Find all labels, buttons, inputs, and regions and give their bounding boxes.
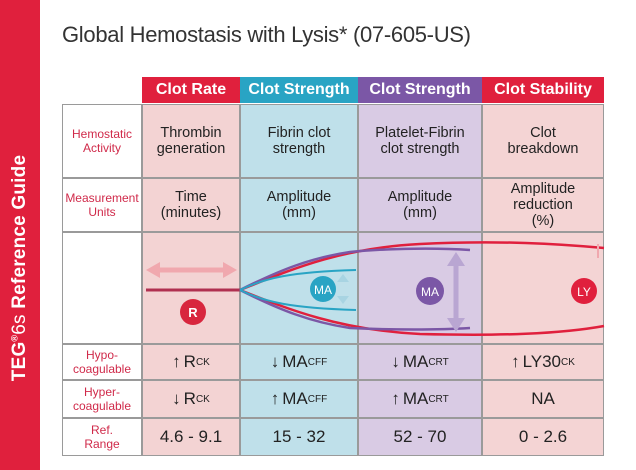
model-text: 6s <box>9 314 30 335</box>
measurement-cell-3: Amplitude (mm) <box>358 178 482 232</box>
row-label-hypo: Hypo- coagulable <box>62 344 142 380</box>
hemostatic-cell-4: Clot breakdown <box>482 104 604 178</box>
ref-cell-4: 0 - 2.6 <box>482 418 604 456</box>
hyper-main-4: NA <box>531 389 555 408</box>
up-arrow-icon: ↑ <box>511 352 520 371</box>
measurement-cell-4: Amplitude reduction (%) <box>482 178 604 232</box>
down-arrow-icon: ↓ <box>391 352 400 371</box>
hemostatic-cell-3: Platelet-Fibrin clot strength <box>358 104 482 178</box>
header-clot-rate: Clot Rate <box>142 77 240 103</box>
tracing-label-blank <box>62 232 142 344</box>
hyper-main-3: MA <box>402 389 429 408</box>
ref-cell-2: 15 - 32 <box>240 418 358 456</box>
hyper-cell-3: ↑ MA CRT <box>358 380 482 418</box>
ref-cell-1: 4.6 - 9.1 <box>142 418 240 456</box>
hypo-main-3: MA <box>402 352 429 371</box>
page-title: Global Hemostasis with Lysis* (07-605-US… <box>62 22 471 47</box>
measurement-cell-1: Time (minutes) <box>142 178 240 232</box>
row-label-ref: Ref. Range <box>62 418 142 456</box>
hypo-sub-3: CRT <box>428 356 449 368</box>
hemostatic-cell-1: Thrombin generation <box>142 104 240 178</box>
up-arrow-icon: ↑ <box>172 352 181 371</box>
down-arrow-icon: ↓ <box>172 389 181 408</box>
hyper-main-2: MA <box>282 389 308 408</box>
hyper-sub-3: CRT <box>428 393 449 405</box>
tracing-bg-3 <box>358 232 482 344</box>
measurement-cell-2: Amplitude (mm) <box>240 178 358 232</box>
hypo-cell-3: ↓ MA CRT <box>358 344 482 380</box>
hyper-cell-4: NA <box>482 380 604 418</box>
hyper-cell-2: ↑ MA CFF <box>240 380 358 418</box>
row-label-measurement: Measurement Units <box>62 178 142 232</box>
hypo-main-4: LY30 <box>522 352 562 371</box>
hypo-main-2: MA <box>282 352 308 371</box>
hypo-sub-1: CK <box>195 356 210 368</box>
up-arrow-icon: ↑ <box>391 389 400 408</box>
registered-mark: ® <box>9 334 20 342</box>
row-label-hemostatic: Hemostatic Activity <box>62 104 142 178</box>
header-clot-stability: Clot Stability <box>482 77 604 103</box>
brand-text: TEG <box>9 341 30 382</box>
hyper-sub-1: CK <box>195 393 210 405</box>
tracing-bg-1 <box>142 232 240 344</box>
hypo-main-1: R <box>183 352 196 371</box>
header-clot-strength-platelet: Clot Strength <box>358 77 482 103</box>
header-clot-strength-fibrin: Clot Strength <box>240 77 358 103</box>
up-arrow-icon: ↑ <box>270 389 280 408</box>
hypo-cell-4: ↑ LY30 CK <box>482 344 604 380</box>
hemostatic-cell-2: Fibrin clot strength <box>240 104 358 178</box>
down-arrow-icon: ↓ <box>270 352 280 371</box>
row-label-hyper: Hyper- coagulable <box>62 380 142 418</box>
sidebar-title: TEG®6s Reference Guide <box>9 155 30 381</box>
hypo-sub-4: CK <box>561 356 575 368</box>
hypo-cell-2: ↓ MA CFF <box>240 344 358 380</box>
tracing-bg-4 <box>482 232 604 344</box>
hypo-sub-2: CFF <box>307 356 328 368</box>
hyper-sub-2: CFF <box>307 393 328 405</box>
sidebar-band: TEG®6s Reference Guide <box>0 0 40 470</box>
guide-text: Reference Guide <box>9 154 30 315</box>
hyper-cell-1: ↓ R CK <box>142 380 240 418</box>
hyper-main-1: R <box>183 389 196 408</box>
hypo-cell-1: ↑ R CK <box>142 344 240 380</box>
ref-cell-3: 52 - 70 <box>358 418 482 456</box>
tracing-bg-2 <box>240 232 358 344</box>
